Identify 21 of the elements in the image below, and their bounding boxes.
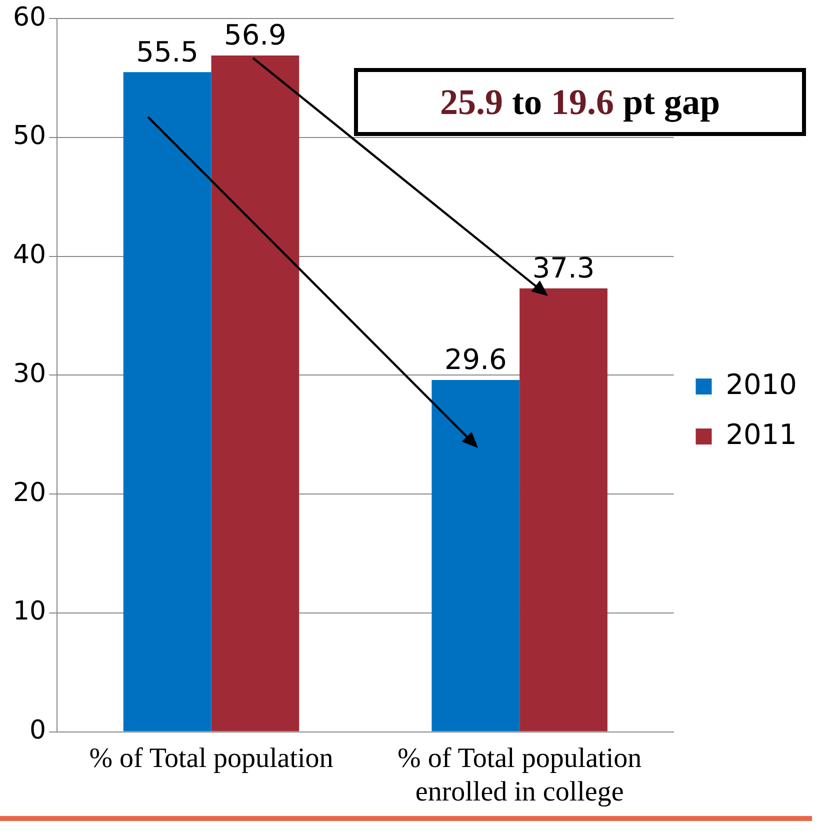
data-label: 55.5 xyxy=(136,35,198,68)
data-label: 37.3 xyxy=(532,252,595,285)
legend-label: 2010 xyxy=(726,368,798,401)
bar xyxy=(211,55,300,732)
bar xyxy=(432,380,520,732)
annotation: 25.9 to 19.6 pt gap xyxy=(440,82,720,122)
y-tick-label: 10 xyxy=(12,596,46,627)
y-tick-label: 60 xyxy=(12,2,46,32)
y-tick-label: 30 xyxy=(12,358,46,389)
y-tick-label: 0 xyxy=(30,716,46,746)
data-label: 56.9 xyxy=(224,18,286,52)
bar xyxy=(520,288,608,732)
legend-label: 2011 xyxy=(726,418,798,451)
callout-box: 25.9 to 19.6 pt gap xyxy=(354,68,806,136)
x-tick-label: % of Total population enrolled in college xyxy=(398,742,642,808)
bar xyxy=(123,72,212,732)
x-tick-label: % of Total population xyxy=(89,742,334,774)
y-tick-label: 40 xyxy=(12,240,46,270)
y-tick-label: 50 xyxy=(12,121,46,152)
data-label: 29.6 xyxy=(444,343,507,376)
y-tick-label: 20 xyxy=(12,478,46,508)
